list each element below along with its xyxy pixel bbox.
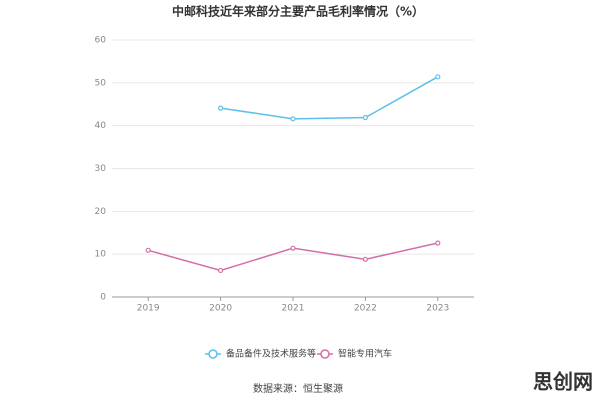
point <box>362 114 368 121</box>
point <box>435 74 441 80</box>
legend-label: 智能专用汽车 <box>338 348 392 360</box>
point <box>290 245 296 251</box>
y-tick-label: 60 <box>95 36 107 46</box>
y-tick-label: 0 <box>100 293 106 303</box>
y-tick-label: 10 <box>95 250 107 260</box>
legend-label: 备品备件及技术服务等 <box>226 348 316 360</box>
x-tick-label: 2019 <box>137 304 160 314</box>
chart-title: 中邮科技近年来部分主要产品毛利率情况（%） <box>172 4 424 19</box>
point <box>218 105 224 111</box>
series-line <box>220 76 439 120</box>
x-tick-label: 2021 <box>282 304 305 314</box>
point <box>145 247 151 253</box>
legend-marker <box>320 349 330 359</box>
legend-marker <box>208 349 218 359</box>
watermark: 思创网 <box>533 370 593 394</box>
y-tick-label: 40 <box>95 121 107 131</box>
x-tick-label: 2022 <box>354 304 377 314</box>
y-tick-label: 50 <box>95 78 107 88</box>
y-tick-label: 30 <box>95 164 107 174</box>
point <box>362 256 368 262</box>
y-tick-label: 20 <box>95 207 107 217</box>
source: 数据来源：恒生聚源 <box>253 382 343 395</box>
point <box>290 116 296 122</box>
point <box>218 267 224 274</box>
point <box>435 240 441 246</box>
x-tick-label: 2020 <box>209 304 232 314</box>
x-tick-label: 2023 <box>426 304 449 314</box>
